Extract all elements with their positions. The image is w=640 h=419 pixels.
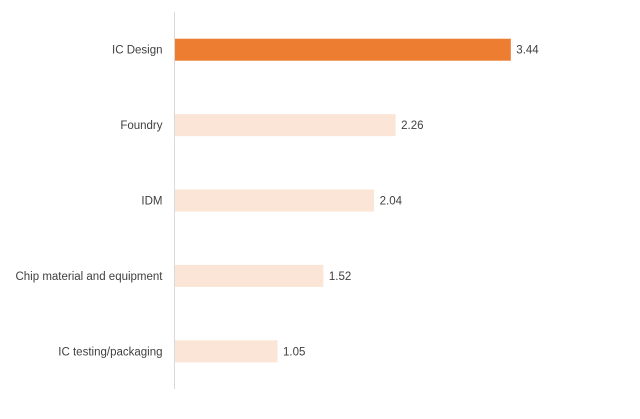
category-label: IC testing/packaging [58,346,162,358]
value-label: 3.44 [516,45,539,57]
bar-4 [175,340,278,363]
value-label: 1.05 [283,346,305,358]
bar-3 [175,264,324,287]
value-label: 1.52 [329,271,351,283]
category-label: IC Design [112,45,163,57]
bar-2 [175,189,375,212]
category-label: Chip material and equipment [15,271,163,283]
value-label: 2.04 [380,196,403,208]
value-label: 2.26 [401,120,423,132]
bar-0 [175,38,511,61]
bar-1 [175,114,396,137]
category-label: IDM [141,196,162,208]
category-label: Foundry [120,120,162,132]
